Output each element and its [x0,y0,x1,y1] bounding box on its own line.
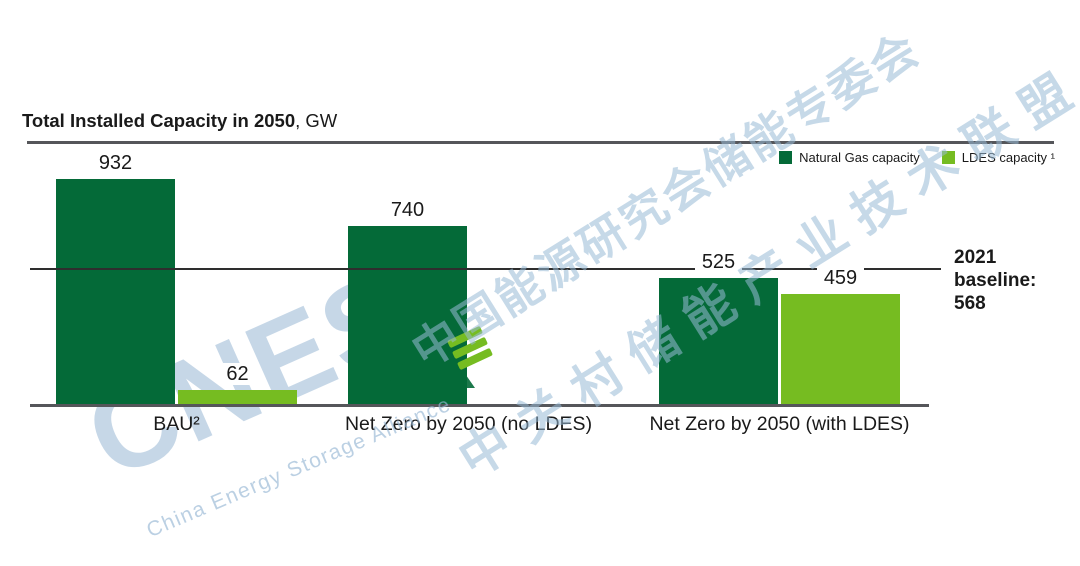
baseline-2021-annotation: 2021 baseline: 568 [954,247,1037,314]
legend-swatch-icon [941,151,955,164]
legend: Natural Gas capacity LDES capacity ¹ [779,150,1055,165]
value-label-text: 525 [694,251,743,273]
category-label-2: Net Zero by 2050 (with LDES) [649,413,910,435]
value-label: 525 [644,251,793,273]
title-divider-line [27,141,1054,144]
bar-natural-gas-0 [56,179,175,405]
value-label-text: 459 [816,267,865,289]
value-label-text: 740 [383,199,432,221]
baseline-2021-line [30,268,941,270]
value-label-text: 62 [219,363,256,385]
bar-natural-gas-1 [348,226,467,405]
x-axis-line [30,404,929,407]
chart-title: Total Installed Capacity in 2050, GW [22,110,337,132]
value-label: 740 [333,199,482,221]
chart-title-unit: , GW [295,110,338,131]
legend-label: LDES capacity ¹ [961,150,1055,165]
bar-ldes-2 [781,294,900,405]
value-label: 459 [766,267,915,289]
legend-swatch-icon [779,151,793,164]
legend-item: Natural Gas capacity [779,150,920,165]
chart-title-main: Total Installed Capacity in 2050 [22,110,296,131]
value-label: 932 [41,152,190,174]
legend-label: Natural Gas capacity [799,150,920,165]
category-label-1: Net Zero by 2050 (no LDES) [344,413,593,435]
category-label-0: BAU² [153,413,200,435]
bar-natural-gas-2 [659,278,778,405]
bar-ldes-0 [178,390,297,405]
legend-item: LDES capacity ¹ [941,150,1055,165]
value-label-text: 932 [91,152,140,174]
value-label: 62 [163,363,312,385]
